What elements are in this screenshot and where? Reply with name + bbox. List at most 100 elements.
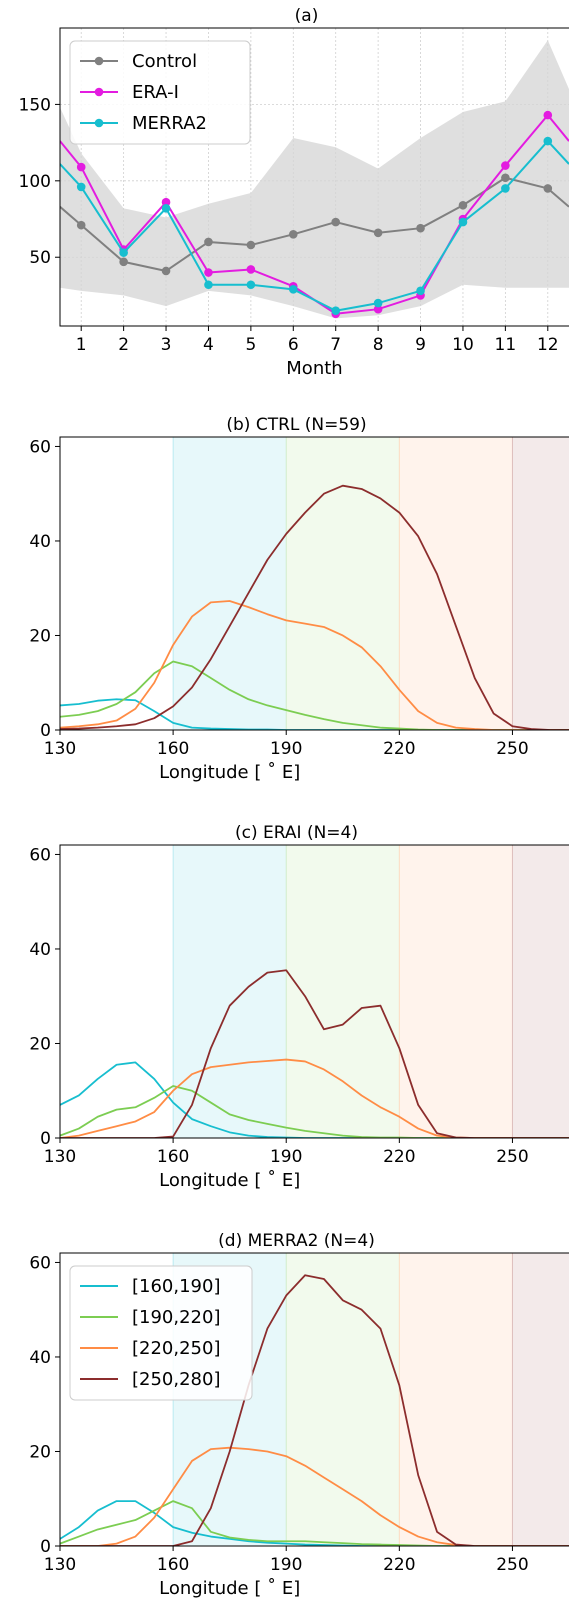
x-tick-label: 190	[270, 1555, 302, 1575]
data-point	[331, 306, 341, 316]
x-tick-label: 5	[245, 335, 256, 355]
x-tick-label: 1	[76, 335, 87, 355]
data-point	[416, 286, 425, 296]
axes-frame	[59, 1252, 569, 1547]
x-axis-label: Longitude [ ˚ E]	[159, 1170, 300, 1191]
band-3	[512, 1253, 569, 1546]
chart-title: (d) MERRA2 (N=4)	[218, 1231, 375, 1251]
y-tick-label: 40	[29, 940, 51, 960]
legend-marker	[94, 118, 104, 128]
legend: Control ERA-I MERRA2	[69, 40, 251, 145]
x-tick-label: 250	[496, 739, 528, 759]
panel-b: 130 160 190 220 250 0 20 40 60 (b) CTRL (N=59) Lon…	[29, 415, 569, 783]
plot-area	[60, 845, 569, 1138]
data-point	[373, 298, 383, 308]
series-line-0	[60, 1500, 569, 1546]
data-point	[373, 304, 383, 314]
x-tick-label: 250	[496, 1147, 528, 1167]
data-point	[373, 228, 383, 238]
series-line-1	[60, 660, 569, 730]
data-point	[246, 280, 256, 290]
y-tick-label: 100	[19, 172, 51, 192]
series-line-3	[60, 484, 569, 730]
y-tick-label: 0	[40, 1129, 51, 1149]
data-point	[501, 184, 510, 193]
data-point	[246, 265, 256, 274]
y-tick-label: 60	[29, 437, 51, 457]
legend-label: [250,280]	[132, 1369, 220, 1390]
series-line-1	[60, 1085, 569, 1138]
x-tick-label: 190	[270, 739, 302, 759]
legend-label: ERA-I	[132, 82, 179, 103]
x-tick-label: 220	[383, 1147, 415, 1167]
y-tick-label: 40	[29, 532, 51, 552]
axes-frame	[59, 844, 569, 1139]
band-0	[173, 845, 287, 1138]
data-point	[119, 257, 128, 267]
panel-d: 130 160 190 220 250 0 20 40 60 (d) MERRA2 (N=4) Lo…	[29, 1231, 569, 1599]
y-tick-label: 20	[29, 1442, 51, 1462]
series-line-3	[60, 1274, 569, 1546]
x-tick-label: 220	[383, 739, 415, 759]
band-2	[399, 1253, 513, 1546]
x-tick-label: 7	[330, 335, 341, 355]
band-1	[286, 1253, 400, 1546]
x-tick-label: 6	[288, 335, 299, 355]
axes-frame	[59, 436, 569, 731]
x-axis-label: Month	[286, 358, 342, 379]
y-tick-label: 60	[29, 1253, 51, 1273]
series-line-0	[60, 176, 569, 272]
data-point	[331, 217, 341, 227]
data-point	[416, 223, 425, 233]
band-2	[399, 437, 513, 730]
band-2	[399, 845, 513, 1138]
legend-marker	[94, 56, 104, 66]
legend-label: [190,220]	[132, 1307, 220, 1328]
band-1	[286, 845, 400, 1138]
series-line-1	[60, 1500, 569, 1546]
y-tick-label: 20	[29, 1034, 51, 1054]
legend: [160,190] [190,220] [220,250] [250,280]	[69, 1265, 253, 1401]
y-tick-label: 0	[40, 1537, 51, 1557]
x-tick-label: 8	[373, 335, 384, 355]
spread-envelope	[60, 40, 569, 319]
legend-label: [160,190]	[132, 1276, 220, 1297]
data-point	[458, 217, 468, 227]
x-tick-label: 11	[495, 335, 517, 355]
series-line-2	[60, 1446, 569, 1546]
data-point	[161, 197, 171, 207]
chart-title: (c) ERAI (N=4)	[235, 823, 358, 843]
x-tick-label: 130	[44, 1555, 76, 1575]
y-tick-label: 60	[29, 845, 51, 865]
plot-area	[60, 437, 569, 730]
data-point	[501, 173, 510, 183]
y-tick-label: 0	[40, 721, 51, 741]
y-tick-label: 150	[19, 95, 51, 115]
data-point	[246, 240, 256, 250]
legend-marker	[94, 87, 104, 97]
x-tick-label: 160	[157, 739, 189, 759]
legend-box	[69, 1265, 253, 1401]
x-axis-label: Longitude [ ˚ E]	[159, 762, 300, 783]
x-tick-label: 220	[383, 1555, 415, 1575]
data-point	[288, 230, 298, 239]
x-tick-label: 130	[44, 1147, 76, 1167]
y-tick-label: 40	[29, 1348, 51, 1368]
x-tick-label: 12	[537, 335, 559, 355]
band-3	[512, 437, 569, 730]
x-tick-label: 160	[157, 1147, 189, 1167]
x-tick-label: 250	[496, 1555, 528, 1575]
band-3	[512, 845, 569, 1138]
y-tick-label: 20	[29, 626, 51, 646]
data-point	[76, 162, 86, 172]
data-point	[204, 237, 213, 247]
legend-label: MERRA2	[132, 113, 207, 134]
series-line-0	[60, 698, 569, 730]
x-tick-label: 2	[118, 335, 129, 355]
axes-frame	[59, 27, 569, 327]
series-line-2	[60, 1058, 569, 1138]
series-line-2	[60, 140, 569, 312]
data-point	[543, 136, 553, 146]
x-tick-label: 3	[161, 335, 172, 355]
